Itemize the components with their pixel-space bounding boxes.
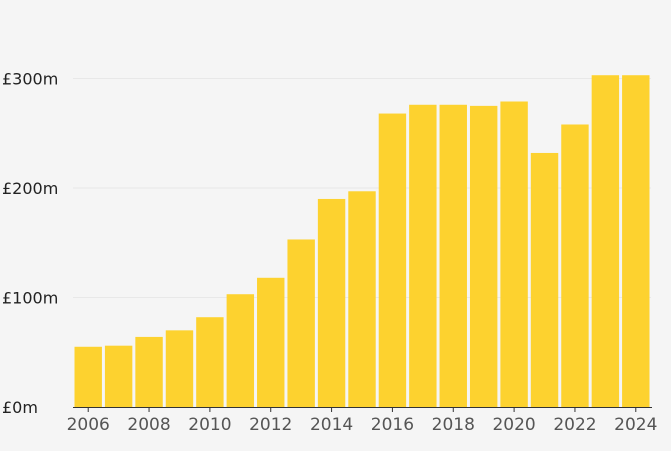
bar-2010 (196, 317, 224, 407)
bar-2018 (439, 104, 467, 407)
bar-2024 (622, 75, 650, 407)
bar-2006 (74, 346, 102, 407)
bar-2015 (348, 191, 376, 407)
x-tick-label: 2008 (127, 415, 170, 435)
bar-2017 (409, 104, 437, 407)
bar-2012 (257, 277, 285, 407)
bar-2009 (165, 330, 194, 407)
y-tick-label: £200m (2, 179, 58, 198)
x-tick-label: 2006 (67, 415, 110, 435)
y-tick-label: £0m (2, 398, 38, 417)
x-tick-label: 2016 (371, 415, 414, 435)
bar-2016 (378, 113, 407, 407)
x-tick-label: 2012 (249, 415, 292, 435)
y-tick-label: £100m (2, 289, 58, 308)
bar-2023 (591, 75, 620, 407)
y-tick-label: £300m (2, 70, 58, 89)
x-axis-labels: 2006 2008 2010 2012 2014 2016 2018 2020 2022 2024 (67, 407, 657, 435)
bar-2007 (104, 345, 133, 407)
bars (74, 75, 650, 408)
x-tick-label: 2014 (310, 415, 353, 435)
bar-2011 (226, 294, 255, 407)
bar-2020 (500, 101, 528, 407)
bar-2019 (469, 105, 498, 408)
bar-2022 (561, 124, 589, 408)
x-tick-label: 2022 (553, 415, 596, 435)
x-tick-label: 2024 (614, 415, 657, 435)
x-tick-label: 2020 (492, 415, 535, 435)
x-tick-label: 2018 (432, 415, 475, 435)
bar-2021 (530, 152, 559, 407)
bar-2014 (317, 198, 346, 407)
bar-2008 (135, 336, 163, 407)
bar-2013 (287, 239, 315, 407)
x-tick-label: 2010 (188, 415, 231, 435)
y-axis-labels: £0m £100m £200m £300m (2, 70, 58, 418)
